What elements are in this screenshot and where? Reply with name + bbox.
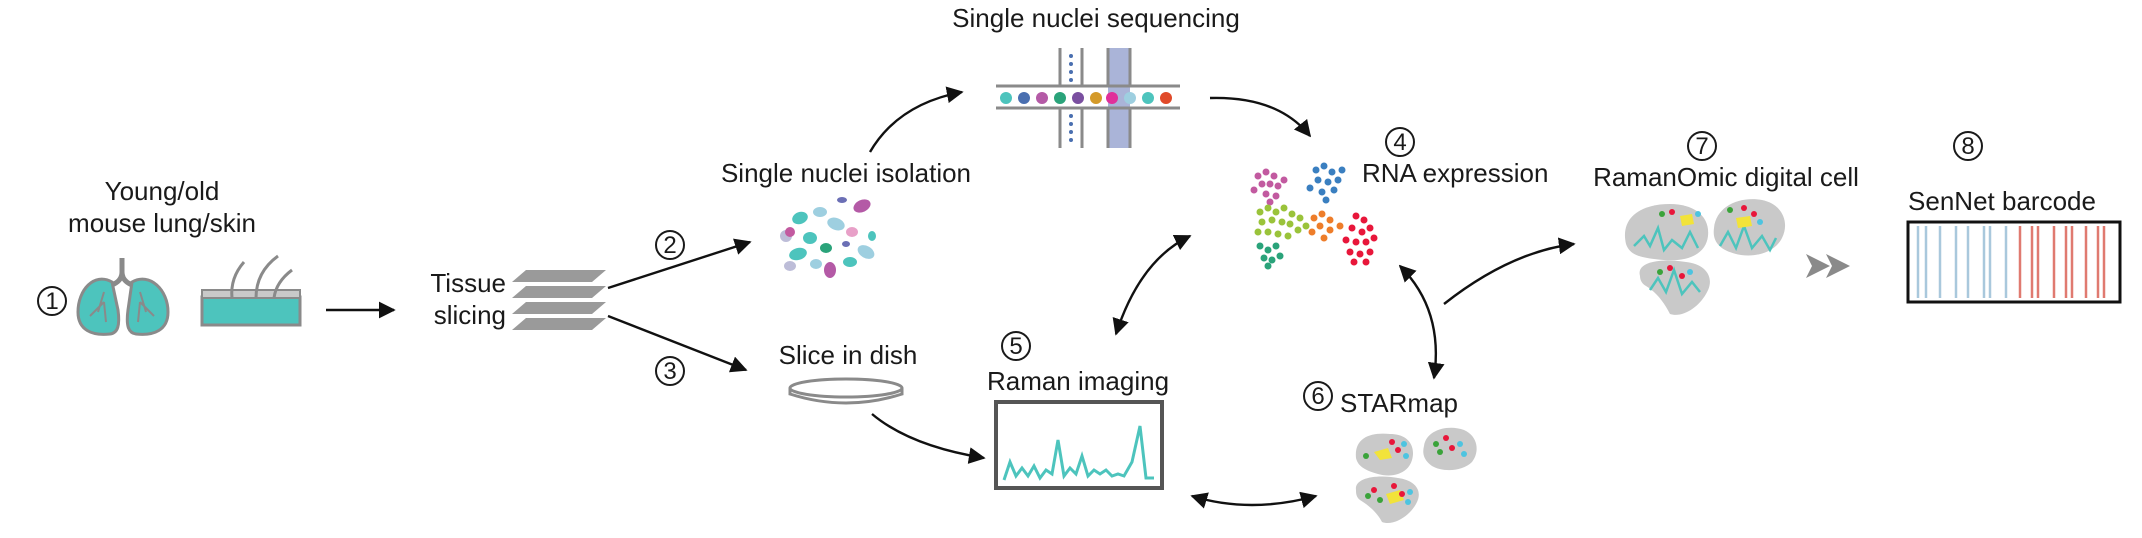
ramanomic-label: RamanOmic digital cell [1593,162,1859,192]
step-1-number: 1 [45,288,58,315]
arrow-to-raman [871,413,986,464]
tissue-slicing-group: Tissue slicing 2 3 [430,230,752,386]
ramanomic-group: 7 RamanOmic digital cell [1593,131,1859,315]
step-8-number: 8 [1961,133,1974,160]
single-nuclei-sequencing-label: Single nuclei sequencing [952,3,1240,33]
young-old-label-line2: mouse lung/skin [68,208,256,238]
step-5-number: 5 [1009,333,1022,360]
raman-imaging-label: Raman imaging [987,366,1169,396]
arrow-rna-starmap [1398,264,1445,380]
step-7-number: 7 [1695,133,1708,160]
umap-cluster-icon [1250,162,1378,270]
arrow-raman-rna [1112,234,1192,336]
arrow-to-slice-in-dish [607,314,748,373]
single-nuclei-sequencing-group: Single nuclei sequencing [952,3,1312,148]
tissue-label-line1: Tissue [430,268,506,298]
arrow-to-ramanomic [1443,237,1576,305]
lungs-icon [76,258,170,336]
nuclei-cluster-icon [780,197,876,278]
single-nuclei-isolation-label: Single nuclei isolation [721,158,971,188]
barcode-frame [1906,220,2122,304]
tissue-slices-icon [512,270,606,330]
starmap-group: 6 STARmap [1303,381,1477,524]
step-2-number: 2 [663,232,676,259]
step-4-number: 4 [1393,129,1406,156]
dish-icon [788,377,904,405]
arrow-to-rna-expression [1209,96,1312,138]
sennet-barcode-label: SenNet barcode [1908,186,2096,216]
single-nuclei-isolation-group: Single nuclei isolation [721,86,971,278]
young-old-label-line1: Young/old [105,176,220,206]
starmap-label: STARmap [1340,388,1458,418]
arrow-to-isolation [607,238,752,290]
rna-expression-label: RNA expression [1362,158,1548,188]
slice-in-dish-group: Slice in dish [779,340,986,464]
arrow-to-sequencing [868,86,964,153]
step-4-circle [1385,127,1415,157]
raman-imaging-group: 5 Raman imaging [987,331,1318,509]
tissue-label-line2: slicing [434,300,506,330]
step-3-number: 3 [663,358,676,385]
arrow-raman-starmap [1190,491,1318,509]
skin-icon [200,254,302,327]
ramanomic-cell-icon [1624,199,1786,315]
rna-expression-group: 4 RNA expression [1112,127,1576,380]
double-chevron-icon [1806,254,1850,278]
step-3-circle [655,356,685,386]
step-1-group: Young/old mouse lung/skin 1 [37,176,396,336]
barcode-icon [1916,226,2106,298]
step-8-circle [1953,131,1983,161]
step-1-circle [37,286,67,316]
slice-in-dish-label: Slice in dish [779,340,918,370]
sennet-barcode-group: 8 SenNet barcode [1906,131,2122,304]
microfluidic-chip-icon [996,48,1180,148]
step-5-circle [1001,331,1031,361]
step-7-circle [1687,131,1717,161]
starmap-tissue-icon [1355,427,1477,524]
step-6-circle [1303,381,1333,411]
step-2-circle [655,230,685,260]
raman-spectrum-trace [1002,425,1154,481]
step-6-number: 6 [1311,383,1324,410]
